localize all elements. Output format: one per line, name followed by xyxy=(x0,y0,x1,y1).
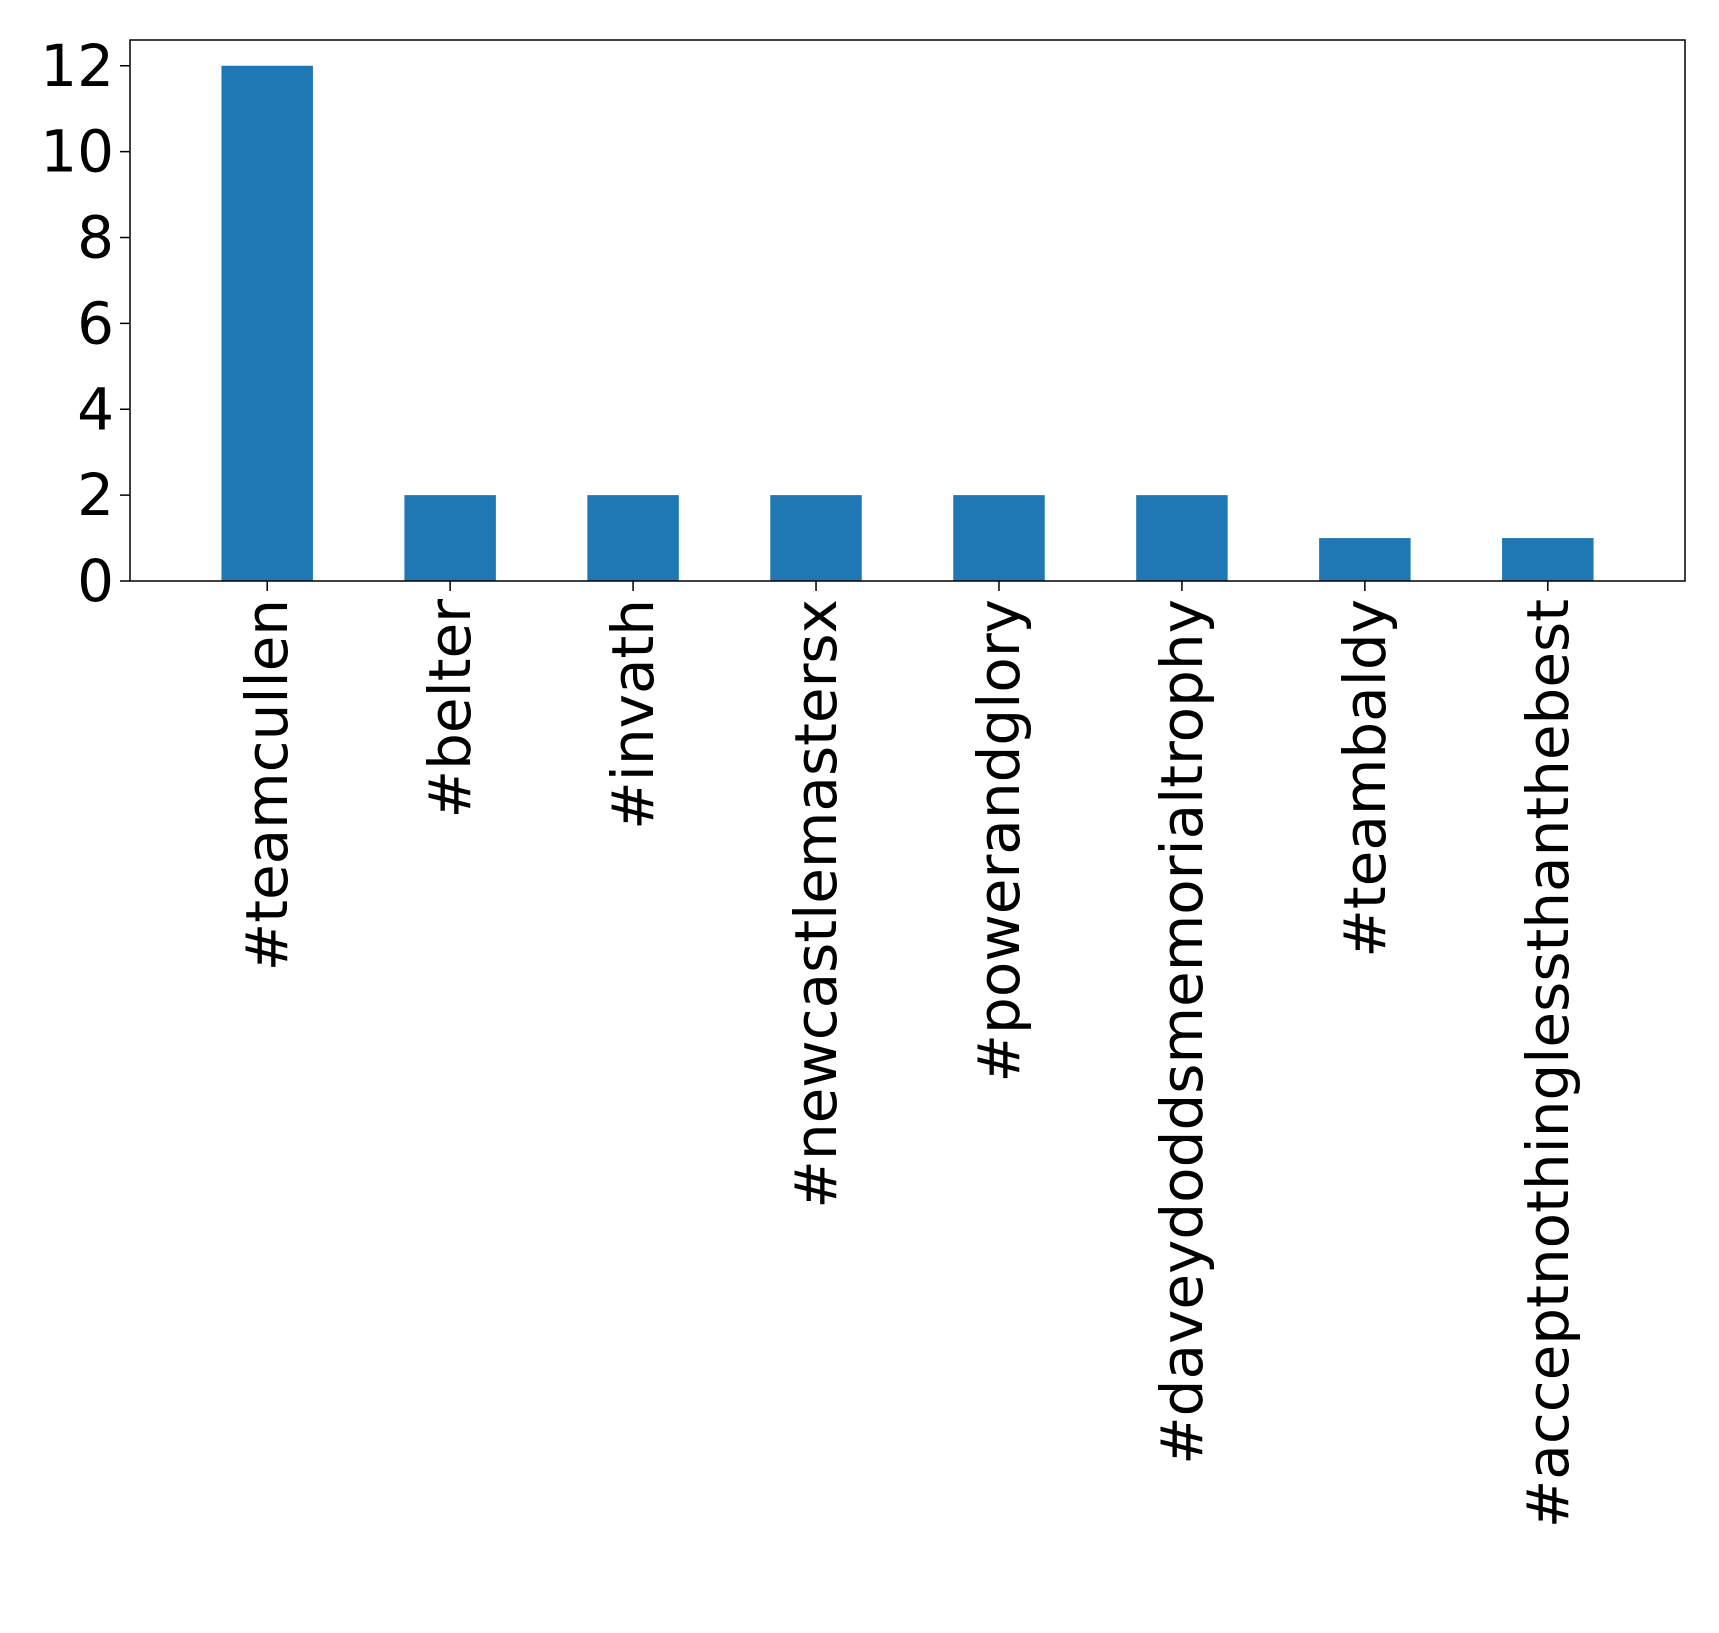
x-tick-label-5: #daveydoddsmemorialtrophy xyxy=(1148,599,1216,1465)
x-tick-label-2: #invath xyxy=(599,599,667,830)
y-tick-label-0: 0 xyxy=(77,547,114,615)
y-tick-label-5: 10 xyxy=(40,118,114,186)
x-tick-label-3: #newcastlemastersx xyxy=(782,599,850,1209)
x-tick-label-4: #powerandglory xyxy=(965,599,1033,1083)
bar-7 xyxy=(1502,538,1594,581)
bar-6 xyxy=(1319,538,1411,581)
bar-3 xyxy=(770,495,862,581)
x-tick-label-7: #acceptnothinglessthanthebest xyxy=(1514,599,1582,1528)
bar-0 xyxy=(221,65,313,581)
plot-area-background xyxy=(130,40,1685,581)
y-tick-label-1: 2 xyxy=(77,461,114,529)
x-tick-label-0: #teamcullen xyxy=(233,599,301,971)
bar-2 xyxy=(587,495,679,581)
x-tick-label-1: #belter xyxy=(416,599,484,819)
plot-frame xyxy=(129,39,1686,582)
y-axis: 0 2 4 6 8 10 12 xyxy=(40,32,130,615)
bars-layer xyxy=(221,65,1594,581)
bar-4 xyxy=(953,495,1045,581)
bar-1 xyxy=(404,495,496,581)
x-tick-label-6: #teambaldy xyxy=(1331,599,1399,958)
y-tick-label-6: 12 xyxy=(40,32,114,100)
y-tick-label-3: 6 xyxy=(77,289,114,357)
bar-5 xyxy=(1136,495,1228,581)
y-tick-label-2: 4 xyxy=(77,375,114,443)
y-tick-label-4: 8 xyxy=(77,204,114,272)
x-axis: #teamcullen #belter #invath #newcastlemaste… xyxy=(233,581,1582,1528)
